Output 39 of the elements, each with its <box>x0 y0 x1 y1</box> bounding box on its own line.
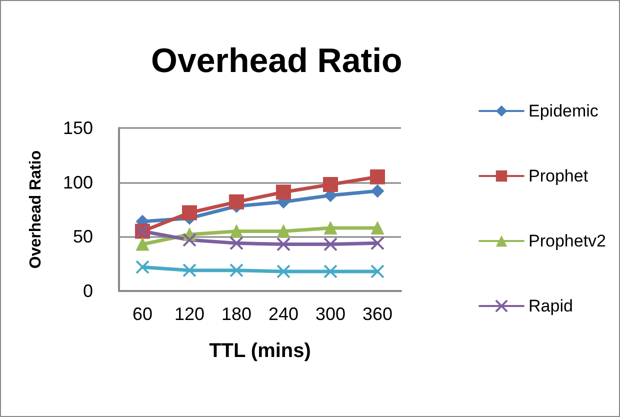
x-tick-label: 360 <box>362 304 393 324</box>
point <box>323 177 338 192</box>
point <box>324 264 338 278</box>
point <box>230 224 243 238</box>
point <box>136 238 149 251</box>
point <box>370 264 384 278</box>
chart-title: Overhead Ratio <box>151 42 402 80</box>
legend-label: Epidemic <box>528 102 599 120</box>
y-tick-label: 100 <box>62 172 93 192</box>
point <box>370 169 385 184</box>
y-tick-label: 0 <box>82 281 93 301</box>
point <box>229 194 244 210</box>
point <box>182 263 196 278</box>
point <box>277 224 290 238</box>
point <box>324 221 337 234</box>
y-tick-label: 150 <box>62 118 93 138</box>
legend-label: Prophet <box>528 166 588 186</box>
x-tick-label: 120 <box>174 304 205 324</box>
legend-label: Rapid <box>528 296 573 316</box>
point <box>182 205 197 220</box>
y-tick-label: 50 <box>72 226 93 247</box>
point <box>182 232 196 247</box>
x-tick-label: 300 <box>315 304 346 324</box>
point <box>276 184 291 200</box>
x-tick-label: 180 <box>221 304 252 324</box>
point <box>370 236 384 250</box>
y-axis-title: Overhead Ratio <box>28 150 44 269</box>
point <box>136 260 150 274</box>
legend-label: Prophetv2 <box>528 232 606 250</box>
point <box>371 221 384 234</box>
x-tick-label: 240 <box>268 304 299 324</box>
point <box>276 237 290 252</box>
point <box>230 236 244 250</box>
x-axis-title: TTL (mins) <box>209 340 311 362</box>
point <box>276 264 290 278</box>
point <box>230 263 244 278</box>
point <box>324 237 338 252</box>
x-tick-label: 60 <box>132 304 153 324</box>
point <box>371 184 384 198</box>
